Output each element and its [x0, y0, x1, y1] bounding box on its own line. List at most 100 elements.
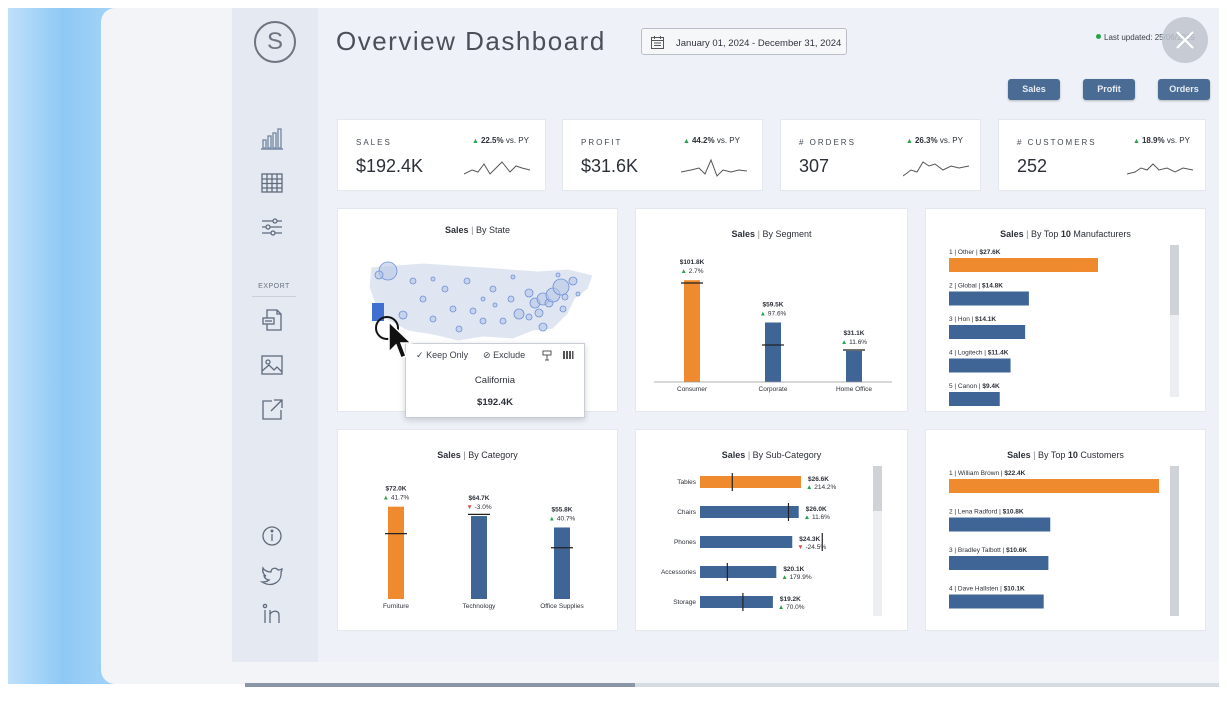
info-icon[interactable]: [258, 522, 286, 550]
share-icon[interactable]: [258, 396, 286, 424]
bar-label: 5 | Canon | $9.4K: [949, 383, 1000, 390]
bar: [949, 556, 1049, 570]
change-label: ▼ -3.0%: [466, 504, 491, 511]
state-bubble: [374, 270, 384, 280]
linkedin-icon[interactable]: [258, 600, 286, 628]
date-range-picker[interactable]: January 01, 2024 - December 31, 2024: [641, 28, 847, 55]
scrollbar-thumb[interactable]: [873, 466, 882, 511]
sparkline: [464, 161, 530, 175]
kpi-card-sales: SALES $192.4K ▲ 22.5% vs. PY: [337, 119, 546, 191]
bar-label: 4 | Logitech | $11.4K: [949, 350, 1009, 357]
kpi-label: PROFIT: [581, 138, 623, 147]
state-bubble: [430, 276, 436, 282]
kpi-change: ▲ 22.5% vs. PY: [472, 136, 529, 145]
scrollbar-thumb[interactable]: [1170, 245, 1179, 315]
bar-chart-icon[interactable]: [258, 125, 286, 153]
manufacturer-chart: 1 | Other | $27.6K 2 | Global | $14.8K 3 |…: [949, 249, 1098, 406]
selected-bubble: [375, 316, 399, 340]
panel-title: Sales | By Sub-Category: [721, 450, 822, 460]
bar: [700, 476, 801, 488]
logo[interactable]: S: [254, 21, 296, 63]
group-icon[interactable]: [541, 349, 553, 361]
background-strip: [8, 8, 118, 684]
data-label: $31.1K: [844, 330, 865, 337]
kpi-label: # CUSTOMERS: [1017, 138, 1097, 147]
data-label: $101.8K: [680, 259, 705, 266]
scrollbar[interactable]: [1170, 245, 1179, 397]
pdf-icon[interactable]: [258, 306, 286, 334]
change-label: ▲ 11.6%: [804, 514, 830, 521]
map-tooltip: ✓ Keep Only ⊘ Exclude California $192.4K: [405, 343, 585, 418]
tick-label: Accessories: [661, 569, 697, 576]
close-button[interactable]: [1162, 17, 1208, 63]
bar: [846, 350, 862, 382]
state-bubble: [555, 272, 561, 278]
bar: [949, 517, 1051, 532]
bar: [700, 596, 773, 608]
sparkline: [903, 161, 969, 177]
state-bubble: [559, 305, 567, 313]
state-bubble: [561, 293, 569, 301]
state-bubble: [507, 295, 515, 303]
bar-label: 3 | Hon | $14.1K: [949, 316, 996, 323]
table-icon[interactable]: [258, 169, 286, 197]
panel-title: Sales | By Top 10 Customers: [1007, 450, 1124, 460]
data-label: $24.3K: [799, 536, 820, 543]
progress-bar: [245, 683, 1219, 687]
change-label: ▲ 179.9%: [781, 574, 812, 581]
tick-label: Technology: [463, 603, 497, 610]
tick-label: Consumer: [677, 386, 708, 393]
tooltip-state: California: [474, 375, 516, 386]
tick-label: Home Office: [836, 386, 872, 393]
sparkline: [681, 158, 747, 177]
scrollbar-thumb[interactable]: [1170, 466, 1179, 616]
last-updated: Last updated: 25/06/2025: [1096, 33, 1195, 42]
export-divider: [252, 296, 296, 297]
change-label: ▲ 97.6%: [760, 311, 787, 318]
segment-chart: $101.8K ▲ 2.7% Consumer $59.5K ▲ 97.6% Corpor…: [654, 259, 892, 393]
tooltip-value: $192.4K: [477, 397, 513, 408]
kpi-value: $31.6K: [581, 156, 639, 176]
mouse-cursor-icon: [388, 320, 413, 359]
kpi-card-customers: # CUSTOMERS 252 ▲ 18.9% vs. PY: [998, 119, 1206, 191]
state-bubble: [552, 278, 570, 296]
panel-sales-by-customer: Sales | By Top 10 Customers 1 | William …: [925, 429, 1206, 631]
state-bubble: [463, 277, 471, 285]
us-map[interactable]: [363, 259, 603, 354]
bar: [684, 280, 700, 382]
customer-chart: 1 | William Brown | $22.4K 2 | Lena Radfo…: [949, 470, 1159, 609]
tick-label: Phones: [674, 539, 697, 546]
up-arrow-icon: ▲: [683, 138, 690, 145]
scrollbar[interactable]: [873, 466, 882, 616]
state-bubble: [510, 274, 516, 280]
keep-only-button[interactable]: ✓ Keep Only: [416, 350, 469, 360]
scrollbar[interactable]: [1170, 466, 1179, 616]
data-label: $19.2K: [780, 596, 801, 603]
logo-letter: S: [266, 28, 283, 55]
view-data-icon[interactable]: [562, 349, 574, 361]
sliders-icon[interactable]: [258, 213, 286, 241]
kpi-card-orders: # ORDERS 307 ▲ 26.3% vs. PY: [780, 119, 981, 191]
twitter-icon[interactable]: [258, 561, 286, 589]
image-icon[interactable]: [258, 351, 286, 379]
kpi-card-profit: PROFIT $31.6K ▲ 44.2% vs. PY: [562, 119, 763, 191]
profit-button[interactable]: Profit: [1083, 79, 1135, 100]
kpi-value: $192.4K: [356, 156, 424, 176]
bar: [949, 291, 1029, 306]
state-bubble: [455, 325, 463, 333]
exclude-button[interactable]: ⊘ Exclude: [483, 350, 526, 360]
change-label: ▲ 214.2%: [806, 484, 837, 491]
orders-button[interactable]: Orders: [1158, 79, 1210, 100]
kpi-change: ▲ 18.9% vs. PY: [1133, 136, 1190, 145]
bar: [765, 322, 781, 382]
state-bubble: [398, 310, 408, 320]
data-label: $72.0K: [386, 486, 407, 493]
state-bubble: [480, 296, 486, 302]
kpi-label: SALES: [356, 138, 392, 147]
bar: [949, 258, 1098, 272]
bar-label: 1 | William Brown | $22.4K: [949, 470, 1026, 477]
state-bubble: [525, 313, 533, 321]
bar-label: 4 | Dave Hallsten | $10.1K: [949, 586, 1025, 593]
bar-label: 2 | Global | $14.8K: [949, 283, 1003, 290]
sales-button[interactable]: Sales: [1008, 79, 1060, 100]
